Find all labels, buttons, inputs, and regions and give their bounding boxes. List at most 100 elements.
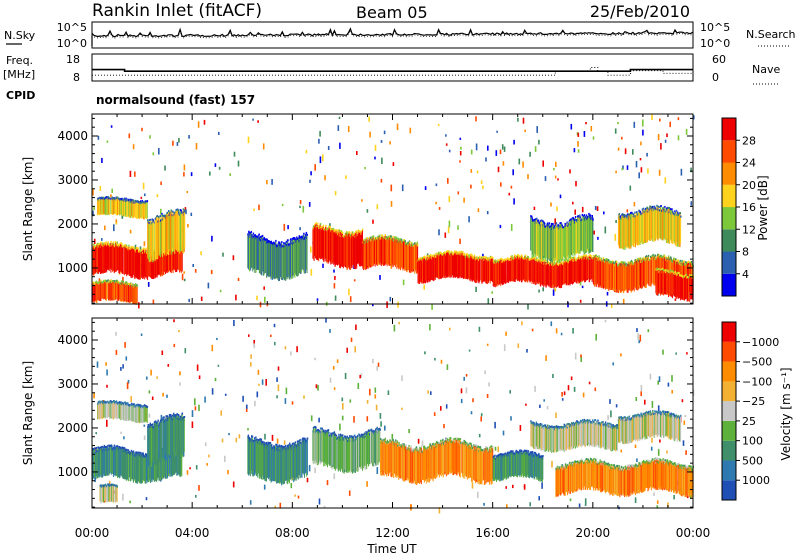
echo-speckle	[121, 213, 124, 219]
echo-cell	[324, 230, 326, 259]
echo-speckle	[191, 421, 194, 428]
echo-speckle	[584, 504, 587, 506]
echo-speckle	[620, 449, 623, 453]
echo-speckle	[274, 505, 276, 509]
echo-speckle	[333, 387, 336, 390]
echo-fringe	[396, 240, 399, 243]
echo-cell	[122, 247, 124, 274]
echo-speckle	[129, 170, 132, 177]
echo-speckle	[438, 507, 441, 514]
echo-fringe	[500, 257, 502, 260]
echo-fringe	[124, 282, 126, 285]
echo-fringe	[467, 254, 469, 256]
echo-fringe	[489, 255, 492, 258]
echo-fringe	[600, 257, 603, 260]
echo-cell	[488, 261, 490, 281]
echo-fringe	[519, 255, 521, 258]
echo-cell	[123, 284, 125, 302]
echo-fringe	[127, 451, 130, 454]
echo-fringe	[572, 256, 574, 259]
echo-speckle	[624, 148, 627, 155]
echo-cell	[476, 259, 478, 280]
echo-cell	[555, 224, 557, 260]
echo-speckle	[614, 128, 617, 134]
echo-cell	[130, 451, 132, 479]
echo-fringe	[641, 257, 644, 260]
colorbar-segment	[722, 118, 736, 141]
echo-speckle	[372, 303, 374, 307]
echo-speckle	[651, 437, 653, 443]
colorbar-segment	[722, 140, 736, 163]
echo-fringe	[430, 256, 432, 259]
echo-fringe	[105, 243, 108, 245]
echo-fringe	[681, 259, 683, 262]
echo-speckle	[658, 376, 661, 382]
echo-speckle	[134, 171, 136, 177]
echo-speckle	[384, 425, 386, 431]
echo-speckle	[208, 454, 210, 458]
echo-speckle	[127, 379, 130, 384]
echo-cell	[613, 263, 615, 288]
echo-speckle	[417, 438, 420, 444]
echo-speckle	[570, 123, 573, 130]
echo-fringe	[285, 240, 288, 243]
echo-speckle	[538, 139, 540, 145]
echo-speckle	[299, 227, 301, 231]
echo-speckle	[374, 144, 377, 151]
echo-fringe	[110, 240, 112, 243]
echo-fringe	[110, 198, 112, 201]
echo-speckle	[622, 298, 625, 305]
colorbar-tick-label: 16	[742, 201, 756, 214]
echo-fringe	[616, 260, 618, 263]
echo-speckle	[693, 115, 695, 120]
echo-fringe	[118, 197, 121, 200]
echo-cell	[137, 203, 139, 219]
echo-speckle	[480, 413, 483, 417]
echo-speckle	[123, 436, 125, 440]
echo-fringe	[111, 196, 113, 199]
echo-cell	[107, 402, 109, 419]
echo-fringe	[362, 228, 364, 231]
echo-speckle	[444, 232, 447, 238]
echo-speckle	[508, 192, 511, 196]
echo-speckle	[408, 429, 410, 434]
echo-speckle	[480, 416, 482, 422]
y-tick-label: 3000	[57, 173, 88, 187]
echo-fringe	[100, 196, 103, 199]
echo-fringe	[400, 238, 402, 241]
echo-cell	[106, 199, 108, 216]
echo-fringe	[342, 232, 344, 234]
echo-cell	[110, 242, 112, 273]
echo-speckle	[380, 178, 383, 183]
cpid-label: CPID	[6, 89, 35, 102]
echo-fringe	[681, 261, 684, 264]
echo-fringe	[547, 223, 549, 226]
echo-fringe	[123, 244, 126, 247]
echo-speckle	[664, 177, 667, 184]
echo-speckle	[349, 296, 352, 303]
echo-cell	[542, 262, 544, 285]
echo-speckle	[232, 255, 235, 261]
echo-fringe	[503, 258, 505, 261]
echo-cell	[556, 265, 558, 287]
echo-speckle	[478, 433, 481, 438]
echo-fringe	[314, 223, 317, 226]
echo-speckle	[440, 359, 443, 364]
echo-speckle	[484, 370, 486, 374]
echo-cell	[662, 208, 664, 239]
echo-fringe	[317, 222, 319, 225]
echo-fringe	[603, 258, 606, 261]
echo-cell	[403, 241, 405, 269]
echo-fringe	[618, 212, 621, 215]
echo-fringe	[535, 218, 537, 221]
echo-speckle	[642, 129, 644, 136]
echo-fringe	[136, 284, 139, 287]
echo-speckle	[253, 343, 256, 349]
echo-fringe	[622, 261, 624, 264]
echo-speckle	[206, 463, 208, 466]
echo-speckle	[141, 127, 143, 132]
echo-fringe	[664, 269, 666, 271]
echo-fringe	[459, 252, 461, 255]
colorbar-tick-label: 20	[742, 179, 756, 192]
echo-fringe	[666, 209, 669, 211]
